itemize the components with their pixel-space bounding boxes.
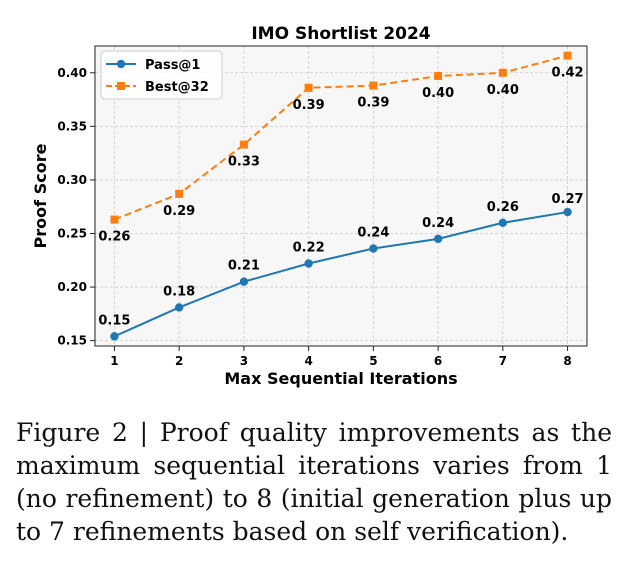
- y-tick-label: 0.25: [57, 227, 87, 241]
- point-marker-Pass@1: [369, 244, 378, 253]
- data-label-Pass@1: 0.15: [98, 313, 130, 328]
- point-marker-Best@32: [563, 51, 572, 60]
- data-label-Pass@1: 0.18: [163, 284, 195, 299]
- point-marker-Pass@1: [239, 277, 249, 286]
- data-label-Best@32: 0.33: [228, 155, 260, 170]
- data-label-Pass@1: 0.24: [422, 216, 454, 231]
- data-label-Best@32: 0.39: [357, 96, 389, 111]
- point-marker-Pass@1: [563, 207, 572, 217]
- x-tick-label: 4: [304, 354, 312, 368]
- data-label-Best@32: 0.42: [552, 66, 584, 81]
- point-marker-Best@32: [369, 81, 378, 90]
- data-label-Best@32: 0.40: [487, 83, 519, 98]
- y-tick-label: 0.30: [57, 173, 87, 187]
- legend-marker-Pass@1: [116, 59, 126, 69]
- legend-marker-Best@32: [117, 82, 125, 90]
- data-label-Best@32: 0.40: [422, 86, 454, 101]
- legend: Pass@1 Best@32: [100, 50, 223, 100]
- data-label-Pass@1: 0.21: [228, 259, 260, 274]
- plot-frame: [94, 45, 588, 347]
- y-tick-label: 0.40: [57, 66, 87, 80]
- point-marker-Best@32: [498, 68, 507, 77]
- x-tick-label: 2: [175, 354, 183, 368]
- y-axis-label: Proof Score: [31, 143, 50, 248]
- legend-label-Pass@1: Pass@1: [145, 58, 200, 73]
- legend-entries: Pass@1 Best@32: [106, 58, 209, 95]
- x-axis-label: Max Sequential Iterations: [224, 369, 457, 388]
- data-label-Best@32: 0.39: [293, 98, 325, 113]
- y-tick-label: 0.20: [57, 280, 87, 294]
- data-label-Pass@1: 0.22: [293, 241, 325, 256]
- series-line-Best@32: [114, 54, 568, 221]
- point-marker-Best@32: [110, 215, 119, 224]
- point-marker-Best@32: [434, 72, 443, 80]
- chart-title: IMO Shortlist 2024: [251, 24, 430, 44]
- point-marker-Best@32: [175, 189, 184, 198]
- data-label-Pass@1: 0.27: [552, 192, 584, 207]
- y-tick-label: 0.15: [57, 334, 87, 348]
- point-marker-Best@32: [239, 140, 248, 149]
- point-marker-Pass@1: [304, 259, 313, 268]
- data-label-Pass@1: 0.24: [357, 226, 389, 241]
- y-tick-label: 0.35: [57, 119, 87, 133]
- data-label-Best@32: 0.26: [98, 230, 130, 245]
- x-axis: 1 2 3 4 5 6 7 8: [110, 346, 572, 368]
- data-labels: 0.15 0.18 0.21 0.22 0.24 0.24 0.26 0.27 0.26 0.29…: [98, 66, 583, 329]
- x-tick-label: 6: [434, 354, 442, 368]
- figure-caption: Figure 2 | Proof quality improvements as…: [16, 418, 612, 546]
- legend-label-Best@32: Best@32: [145, 80, 209, 95]
- point-marker-Pass@1: [110, 332, 119, 341]
- data-label-Best@32: 0.29: [163, 204, 195, 219]
- series-layer: [110, 51, 572, 341]
- x-tick-label: 1: [110, 354, 118, 368]
- data-label-Pass@1: 0.26: [487, 200, 519, 215]
- y-axis: 0.15 0.20 0.25 0.30 0.35 0.40: [57, 66, 95, 348]
- point-marker-Best@32: [304, 83, 313, 92]
- point-marker-Pass@1: [433, 234, 443, 244]
- x-tick-label: 3: [240, 354, 248, 368]
- x-tick-label: 8: [563, 354, 571, 368]
- x-tick-label: 7: [499, 354, 507, 368]
- x-tick-label: 5: [369, 354, 377, 368]
- series-line-Pass@1: [114, 211, 568, 338]
- point-marker-Pass@1: [174, 303, 184, 312]
- point-marker-Pass@1: [498, 218, 508, 227]
